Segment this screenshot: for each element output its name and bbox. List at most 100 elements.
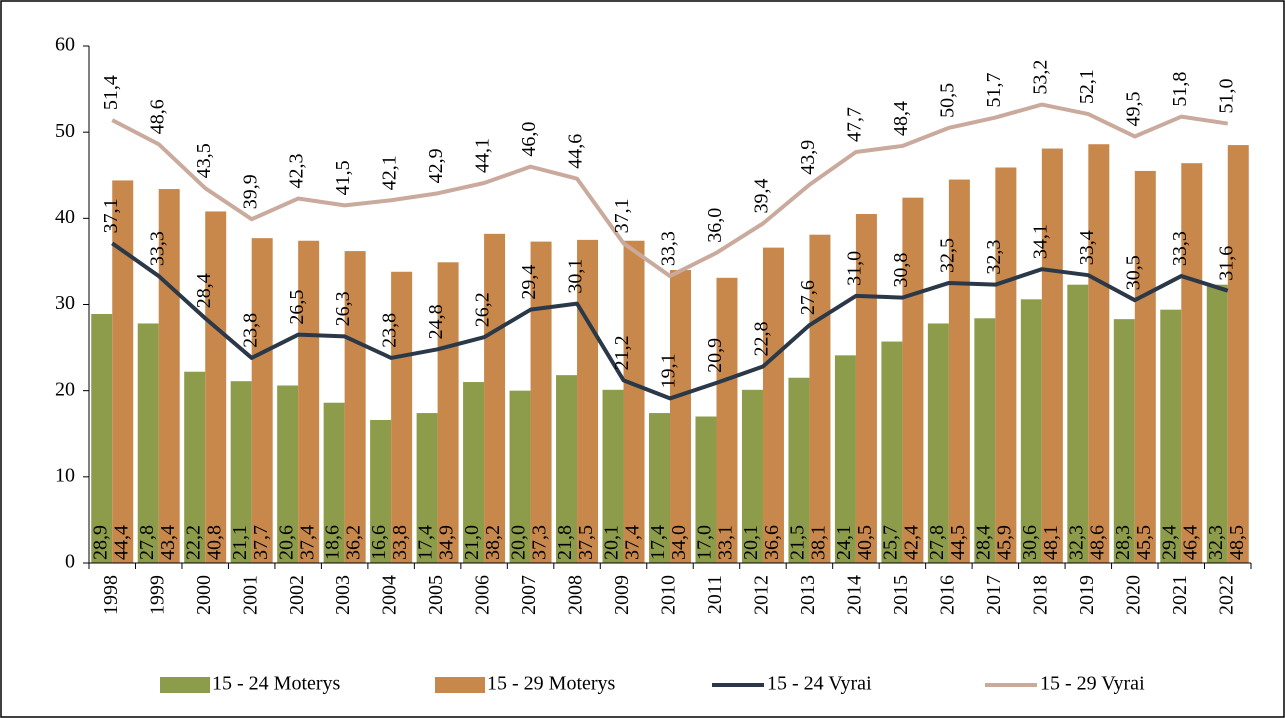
line-value-label: 36,0: [704, 208, 726, 243]
bar: [741, 389, 763, 563]
line-value-label: 42,3: [286, 154, 308, 189]
bar: [1088, 144, 1110, 564]
bar-value-label: 37,4: [622, 525, 644, 560]
x-tick-label: 2012: [751, 575, 773, 615]
line-value-label: 50,5: [936, 83, 958, 118]
legend-label: 15 - 29 Vyrai: [1040, 673, 1145, 695]
x-tick-label: 2019: [1076, 575, 1098, 615]
x-tick-label: 2010: [658, 575, 680, 615]
line-value-label: 48,6: [146, 99, 168, 134]
x-tick-label: 2020: [1122, 575, 1144, 615]
bar-value-label: 27,8: [136, 525, 158, 560]
bar: [902, 197, 924, 564]
bar: [230, 381, 252, 563]
line-value-label: 37,1: [611, 198, 633, 233]
legend-swatch: [435, 677, 485, 693]
bar: [556, 375, 578, 563]
x-tick-label: 2000: [193, 575, 215, 615]
bar-value-label: 40,5: [854, 525, 876, 560]
y-tick-label: 30: [55, 292, 75, 314]
bar-value-label: 43,4: [157, 525, 179, 560]
bar-value-label: 17,4: [647, 525, 669, 560]
bar-value-label: 48,5: [1226, 525, 1248, 560]
bar-value-label: 48,1: [1040, 525, 1062, 560]
line-value-label: 33,3: [658, 231, 680, 266]
x-tick-label: 2009: [611, 575, 633, 615]
bar-value-label: 37,7: [250, 525, 272, 560]
x-tick-label: 1999: [146, 575, 168, 615]
bar-value-label: 28,9: [89, 525, 111, 560]
bar: [205, 211, 227, 563]
bar-value-label: 30,6: [1019, 525, 1041, 560]
line-value-label: 33,3: [146, 231, 168, 266]
bar-value-label: 20,6: [275, 525, 297, 560]
bar: [1181, 163, 1203, 564]
line: [111, 102, 1229, 279]
line-value-label: 30,1: [565, 259, 587, 294]
line-value-label: 51,7: [983, 73, 1005, 108]
line-value-label: 44,1: [472, 138, 494, 173]
bar: [1067, 284, 1089, 563]
bar: [530, 241, 552, 563]
bar-value-label: 17,0: [694, 525, 716, 560]
line-value-label: 47,7: [844, 107, 866, 142]
bar: [391, 271, 413, 563]
x-tick-label: 2015: [890, 575, 912, 615]
line-value-label: 53,2: [1029, 60, 1051, 95]
bar: [1206, 284, 1228, 563]
line-value-label: 33,4: [1076, 230, 1098, 265]
x-tick-label: 2005: [425, 575, 447, 615]
bar-value-label: 20,0: [508, 525, 530, 560]
legend-label: 15 - 29 Moterys: [487, 673, 616, 695]
line-value-label: 26,2: [472, 292, 494, 327]
bar-value-label: 45,5: [1133, 525, 1155, 560]
bar-value-label: 38,2: [482, 525, 504, 560]
bar: [463, 382, 485, 563]
bar: [1113, 319, 1135, 563]
legend-label: 15 - 24 Moterys: [212, 673, 341, 695]
line-value-label: 43,5: [193, 143, 215, 178]
bar-value-label: 32,3: [1065, 525, 1087, 560]
bar: [716, 277, 738, 563]
line-value-label: 26,5: [286, 290, 308, 325]
x-tick-label: 2017: [983, 575, 1005, 615]
line-value-label: 27,6: [797, 280, 819, 315]
line-value-label: 20,9: [704, 338, 726, 373]
legend-swatch: [160, 677, 210, 693]
bar: [670, 270, 691, 563]
line-value-label: 44,6: [565, 134, 587, 169]
x-tick-label: 2004: [379, 575, 401, 615]
y-tick-label: 10: [55, 464, 75, 486]
line-value-label: 29,4: [518, 265, 540, 300]
bar-value-label: 24,1: [833, 525, 855, 560]
bar-value-label: 29,4: [1158, 525, 1180, 560]
bar: [762, 247, 784, 563]
x-tick-label: 2011: [704, 575, 726, 614]
x-tick-label: 2018: [1029, 575, 1051, 615]
x-tick-label: 2022: [1215, 575, 1237, 615]
x-tick-label: 2003: [332, 575, 354, 615]
bar-value-label: 46,4: [1179, 525, 1201, 560]
line-value-label: 51,8: [1169, 72, 1191, 107]
bar: [1227, 145, 1249, 563]
bar: [251, 238, 273, 563]
line-value-label: 32,3: [983, 240, 1005, 275]
bar: [948, 179, 970, 563]
bar-value-label: 21,8: [554, 525, 576, 560]
line-value-label: 22,8: [751, 322, 773, 357]
line-value-label: 39,9: [239, 174, 261, 209]
bar-value-label: 48,6: [1086, 525, 1108, 560]
line-value-label: 34,1: [1029, 224, 1051, 259]
bar-value-label: 16,6: [368, 525, 390, 560]
line-value-label: 51,4: [100, 75, 122, 110]
bar-value-label: 22,2: [182, 525, 204, 560]
bar-value-label: 27,8: [926, 525, 948, 560]
line-value-label: 19,1: [658, 353, 680, 388]
bar-value-label: 34,0: [668, 525, 690, 560]
y-tick-label: 50: [55, 120, 75, 142]
bar-value-label: 21,5: [787, 525, 809, 560]
bar-value-label: 44,5: [947, 525, 969, 560]
line-value-label: 41,5: [332, 160, 354, 195]
bar: [344, 251, 366, 563]
line-value-label: 48,4: [890, 101, 912, 136]
